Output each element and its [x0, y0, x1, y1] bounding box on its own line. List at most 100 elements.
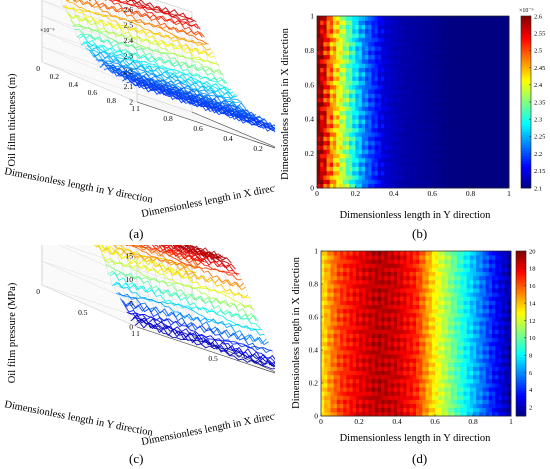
heatmap-cell: [409, 358, 414, 363]
heatmap-cell: [374, 288, 379, 293]
heatmap-cell: [480, 93, 484, 99]
heatmap-cell: [326, 84, 331, 90]
heatmap-cell: [466, 350, 471, 355]
heatmap-cell: [467, 54, 471, 60]
heatmap-cell: [461, 54, 465, 60]
heatmap-cell: [368, 378, 373, 384]
heatmap-cell: [333, 67, 337, 73]
heatmap-cell: [488, 312, 493, 318]
heatmap-cell: [390, 46, 395, 51]
heatmap-cell: [454, 16, 459, 21]
heatmap-cell: [444, 321, 449, 326]
heatmap-cell: [403, 157, 407, 163]
heatmap-cell: [349, 67, 353, 73]
heatmap-cell: [352, 102, 356, 107]
heatmap-cell: [365, 37, 369, 43]
heatmap-cell: [454, 157, 459, 163]
heatmap-cell: [416, 153, 420, 159]
heatmap-cell: [390, 33, 395, 38]
heatmap-cell: [368, 84, 372, 90]
heatmap-cell: [477, 119, 481, 124]
heatmap-cell: [317, 183, 321, 189]
heatmap-cell: [476, 378, 480, 384]
heatmap-cell: [441, 329, 445, 334]
heatmap-cell: [406, 50, 411, 56]
heatmap-cell: [486, 89, 491, 94]
heatmap-cell: [499, 28, 503, 34]
heatmap-cell: [425, 407, 430, 413]
heatmap-cell: [431, 267, 436, 273]
heatmap-cell: [336, 350, 341, 355]
z-gridline: [41, 261, 193, 312]
heatmap-cell: [485, 296, 490, 301]
heatmap-cell: [406, 370, 411, 376]
heatmap-cell: [340, 263, 344, 268]
heatmap-cell: [346, 378, 350, 384]
y-tick-label: 0: [310, 184, 314, 193]
heatmap-cell: [358, 136, 363, 142]
heatmap-cell: [352, 183, 356, 189]
heatmap-cell: [419, 333, 423, 339]
heatmap-cell: [324, 271, 328, 277]
heatmap-cell: [381, 24, 385, 30]
heatmap-cell: [359, 341, 363, 347]
heatmap-cell: [362, 300, 366, 306]
heatmap-cell: [358, 50, 363, 56]
heatmap-cell: [502, 106, 507, 111]
heatmap-cell: [324, 362, 328, 367]
heatmap-cell: [400, 321, 404, 326]
heatmap-cell: [425, 93, 430, 99]
heatmap-cell: [419, 132, 423, 137]
heatmap-cell: [435, 350, 439, 355]
panel-b-caption: (b): [412, 226, 428, 241]
heatmap-cell: [352, 284, 357, 289]
heatmap-cell: [393, 24, 398, 30]
heatmap-cell: [416, 145, 420, 150]
heatmap-cell: [457, 383, 461, 388]
heatmap-cell: [403, 308, 407, 314]
heatmap-cell: [400, 341, 404, 347]
heatmap-cell: [371, 46, 375, 51]
heatmap-cell: [406, 358, 411, 363]
heatmap-cell: [435, 59, 439, 64]
heatmap-cell: [466, 411, 471, 417]
heatmap-cell: [333, 153, 337, 159]
heatmap-cell: [485, 354, 490, 359]
heatmap-cell: [412, 267, 417, 273]
heatmap-cell: [384, 127, 388, 133]
heatmap-cell: [390, 354, 395, 359]
heatmap-cell: [374, 110, 379, 116]
heatmap-cell: [368, 46, 372, 51]
heatmap-cell: [419, 102, 423, 107]
heatmap-cell: [479, 275, 483, 281]
heatmap-cell: [419, 179, 423, 185]
heatmap-cell: [498, 300, 502, 306]
heatmap-cell: [419, 255, 423, 260]
heatmap-cell: [483, 33, 487, 38]
heatmap-cell: [476, 370, 480, 376]
heatmap-cell: [397, 387, 401, 392]
heatmap-cell: [498, 263, 502, 268]
heatmap-cell: [473, 399, 477, 405]
heatmap-cell: [479, 312, 483, 318]
heatmap-cell: [480, 84, 484, 90]
heatmap-cell: [486, 80, 491, 86]
heatmap-cell: [368, 399, 373, 405]
heatmap-cell: [463, 263, 468, 268]
heatmap-cell: [333, 411, 338, 417]
heatmap-cell: [333, 16, 337, 21]
heatmap-cell: [476, 345, 480, 351]
heatmap-cell: [403, 350, 407, 355]
heatmap-cell: [397, 391, 401, 396]
heatmap-cell: [324, 321, 328, 326]
heatmap-cell: [390, 411, 395, 417]
heatmap-cell: [435, 399, 439, 405]
heatmap-cell: [422, 84, 427, 90]
heatmap-cell: [460, 391, 464, 396]
heatmap-cell: [378, 259, 382, 264]
heatmap-cell: [432, 153, 436, 159]
heatmap-cell: [448, 179, 452, 185]
heatmap-cell: [397, 127, 401, 133]
heatmap-cell: [413, 33, 417, 38]
heatmap-cell: [333, 41, 337, 47]
